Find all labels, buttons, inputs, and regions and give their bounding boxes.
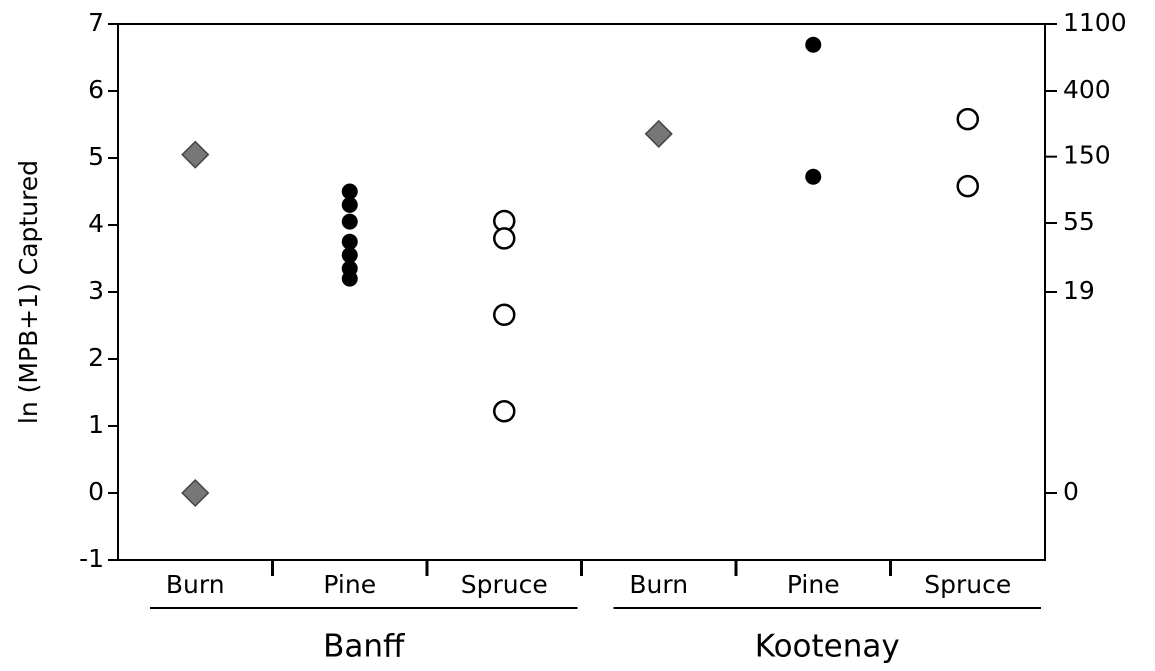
point bbox=[493, 227, 516, 250]
point bbox=[493, 303, 516, 327]
point bbox=[341, 233, 358, 250]
x-tick-label: Burn bbox=[629, 570, 688, 599]
point bbox=[956, 174, 979, 198]
point bbox=[341, 183, 358, 200]
y-tick-label: 6 bbox=[88, 75, 104, 104]
point bbox=[805, 168, 822, 185]
y-tick-label: 5 bbox=[88, 142, 104, 171]
point bbox=[341, 213, 358, 230]
point bbox=[493, 400, 516, 423]
x-tick-label: Pine bbox=[787, 570, 840, 599]
y-tick-label: 7 bbox=[88, 8, 104, 37]
x-tick-label: Burn bbox=[166, 570, 225, 599]
y2-tick-label: 0 bbox=[1063, 477, 1079, 506]
x-tick-label: Spruce bbox=[924, 570, 1011, 599]
y-tick-label: 1 bbox=[88, 410, 104, 439]
plot-frame bbox=[117, 23, 1046, 561]
group-label: Kootenay bbox=[755, 629, 900, 665]
group-label: Banff bbox=[323, 629, 405, 665]
y2-tick-label: 1100 bbox=[1063, 8, 1127, 37]
y2-tick-label: 150 bbox=[1063, 141, 1111, 170]
y-tick-label: 0 bbox=[88, 477, 104, 506]
point bbox=[956, 107, 979, 131]
y-tick-label: 2 bbox=[88, 343, 104, 372]
point bbox=[341, 270, 358, 287]
x-tick-label: Pine bbox=[323, 570, 376, 599]
point bbox=[181, 140, 210, 169]
y2-tick-label: 55 bbox=[1063, 207, 1095, 236]
point bbox=[341, 247, 358, 264]
point bbox=[181, 478, 210, 508]
y-tick-label: 4 bbox=[88, 209, 104, 238]
y-tick-label: -1 bbox=[79, 544, 104, 573]
point bbox=[644, 119, 673, 148]
y2-tick-label: 400 bbox=[1063, 75, 1111, 104]
point bbox=[341, 196, 358, 213]
y-tick-label: 3 bbox=[88, 276, 104, 305]
point bbox=[805, 36, 822, 53]
x-tick-label: Spruce bbox=[461, 570, 548, 599]
y2-tick-label: 19 bbox=[1063, 276, 1095, 305]
y-axis-label: ln (MPB+1) Captured bbox=[14, 160, 43, 424]
